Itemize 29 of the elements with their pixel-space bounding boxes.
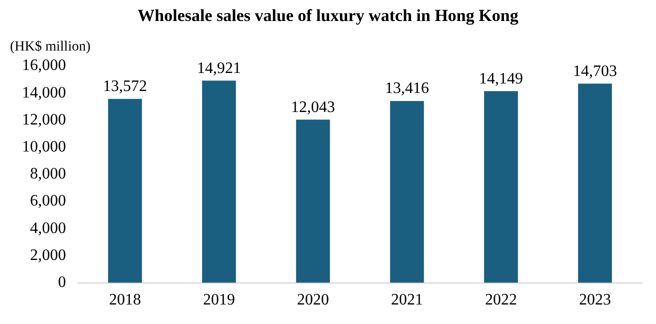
data-label: 14,149 [479,70,523,88]
y-tick-label: 0 [58,274,66,292]
x-tick-label: 2022 [485,292,517,309]
chart-title: Wholesale sales value of luxury watch in Hong Kong [136,6,520,26]
data-label: 13,572 [103,78,147,96]
bar [202,80,236,283]
y-tick-label: 16,000 [22,57,66,74]
data-label: 12,043 [291,98,335,116]
data-label: 14,921 [197,60,241,77]
y-tick-label: 12,000 [22,111,66,128]
x-tick-label: 2021 [391,292,423,309]
y-tick-label: 6,000 [30,192,66,210]
y-tick-label: 2,000 [30,246,66,264]
bar [390,101,424,283]
x-tick-label: 2020 [297,292,329,309]
y-tick-label: 14,000 [22,84,66,102]
bar [108,98,142,283]
x-tick-label: 2019 [203,292,235,309]
x-tick-label: 2018 [109,292,141,309]
y-tick-label: 4,000 [30,220,66,237]
x-tick-label: 2023 [579,292,611,309]
bar [578,84,612,283]
y-tick-label: 8,000 [30,166,66,183]
data-label: 14,703 [573,62,617,80]
bar [484,91,518,283]
y-axis-title: (HK$ million) [10,40,91,55]
y-tick-label: 10,000 [22,138,66,156]
bar [296,120,330,283]
data-label: 13,416 [385,80,429,98]
